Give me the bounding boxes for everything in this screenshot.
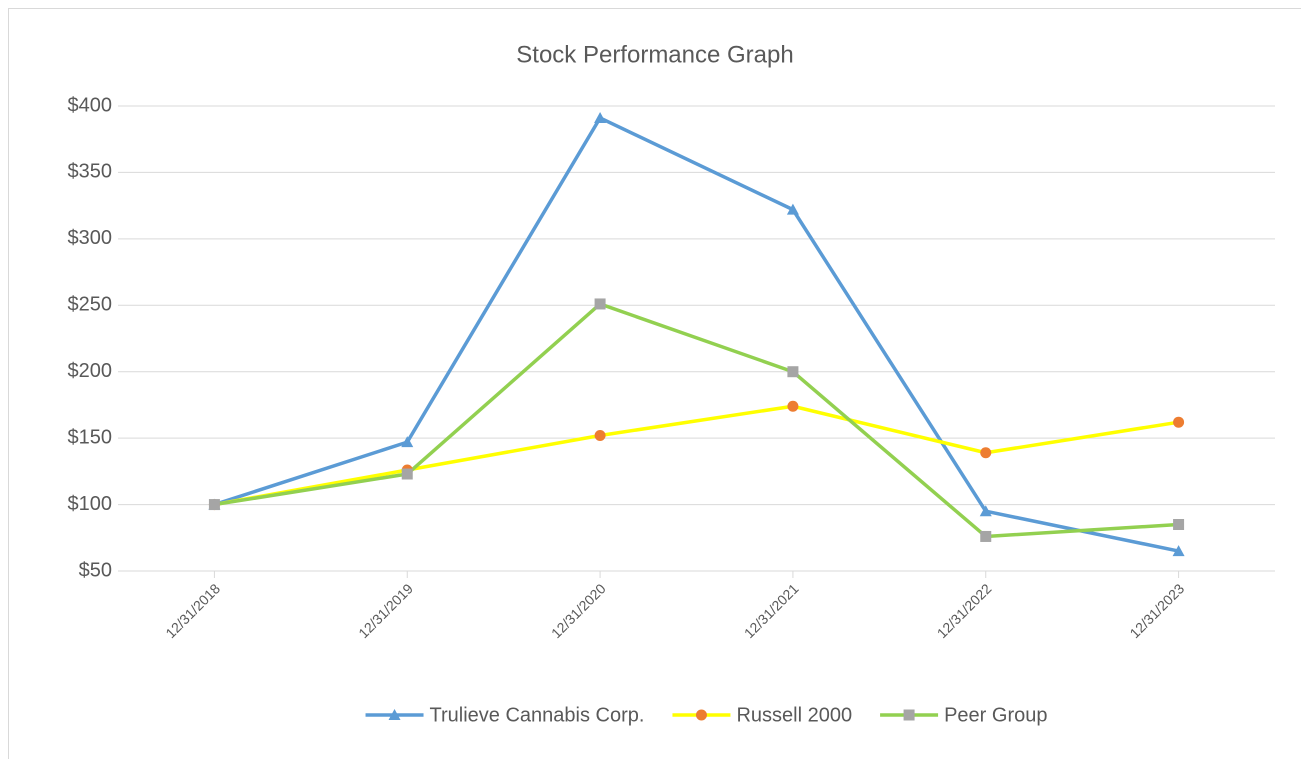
y-tick-label: $100 — [68, 493, 113, 515]
legend-label: Trulieve Cannabis Corp. — [430, 704, 645, 726]
series-line — [214, 404, 1179, 507]
legend-label: Peer Group — [944, 704, 1047, 726]
legend-marker — [388, 709, 401, 720]
legend-item: Russell 2000 — [672, 704, 852, 726]
marker — [979, 505, 992, 517]
legend-marker — [695, 709, 707, 721]
chart-frame — [8, 8, 1301, 759]
marker — [594, 111, 607, 123]
y-tick-label: $50 — [79, 559, 112, 581]
y-tick-label: $250 — [68, 294, 113, 316]
legend-label: Russell 2000 — [736, 704, 852, 726]
y-tick-label: $400 — [68, 94, 113, 116]
marker — [401, 436, 414, 448]
marker — [1173, 519, 1185, 530]
legend-item: Trulieve Cannabis Corp. — [365, 704, 645, 726]
marker — [787, 400, 799, 412]
series-line — [214, 302, 1179, 539]
marker — [1173, 416, 1185, 428]
y-tick-label: $300 — [68, 227, 113, 249]
marker — [980, 447, 992, 459]
series-line — [213, 116, 1179, 553]
y-tick-label: $350 — [68, 161, 113, 183]
chart-title: Stock Performance Graph — [516, 41, 793, 68]
marker — [787, 366, 799, 378]
marker — [208, 499, 220, 511]
marker — [786, 203, 799, 215]
marker — [594, 429, 606, 441]
legend-item: Peer Group — [880, 704, 1047, 726]
y-tick-label: $200 — [68, 360, 113, 382]
marker — [401, 468, 413, 480]
marker — [594, 298, 606, 310]
marker — [1172, 545, 1185, 557]
legend-marker — [903, 709, 915, 721]
marker — [980, 530, 992, 542]
y-tick-label: $150 — [68, 426, 113, 448]
